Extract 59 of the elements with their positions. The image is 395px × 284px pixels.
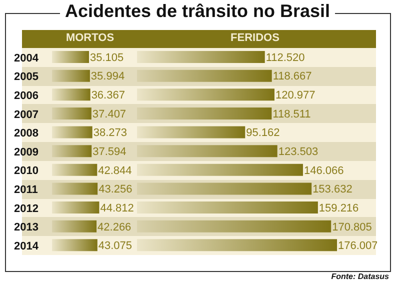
chart-subtitle: FERIDOS [230, 32, 280, 44]
bar [52, 51, 89, 63]
bar [52, 88, 90, 101]
data-label: 35.105 [90, 52, 124, 64]
data-label: 35.994 [90, 70, 125, 83]
y-tick-label: 2009 [14, 146, 38, 158]
data-label: 176.007 [338, 240, 378, 252]
chart-subtitle: MORTOS [64, 32, 116, 44]
y-tick-label: 2005 [14, 71, 38, 84]
data-label: 159.216 [318, 202, 359, 214]
bar [52, 239, 98, 252]
data-label: 36.367 [91, 90, 125, 102]
bar [52, 126, 92, 138]
data-label: 44.812 [100, 202, 134, 214]
y-tick-label: 2013 [14, 222, 38, 234]
y-tick-label: 2006 [14, 90, 38, 102]
bar [52, 107, 92, 120]
y-tick-label: 2004 [14, 52, 40, 64]
bar [52, 164, 98, 176]
data-label: 43.256 [98, 184, 132, 196]
bar [137, 107, 272, 120]
bar [137, 182, 312, 195]
source-note: Fonte: Datasus [331, 272, 389, 281]
bar [52, 70, 90, 82]
data-label: 170.805 [332, 221, 372, 234]
bar [137, 70, 272, 82]
text: Acidentes de trânsito no Brasil [60, 1, 336, 21]
bar [137, 145, 278, 158]
bar [137, 88, 274, 101]
data-label: 37.594 [92, 146, 126, 158]
data-label: 146.066 [304, 164, 344, 177]
data-label: 42.844 [98, 164, 132, 177]
data-label: 120.977 [275, 90, 316, 102]
bar [137, 239, 337, 252]
data-label: 42.266 [98, 221, 132, 234]
data-label: 118.667 [272, 70, 312, 83]
data-label: 112.520 [266, 52, 305, 64]
bar [137, 220, 332, 232]
y-tick-label: 2011 [14, 184, 38, 196]
bar [52, 182, 98, 195]
data-label: 123.503 [278, 146, 318, 158]
data-label: 118.511 [272, 108, 311, 120]
bar [137, 164, 303, 176]
bar [52, 202, 100, 214]
data-label: 38.273 [93, 127, 127, 140]
data-label: 37.407 [92, 108, 126, 120]
bar [137, 202, 318, 214]
data-label: 153.632 [312, 184, 352, 196]
bar [137, 126, 246, 138]
data-label: 95.162 [246, 127, 280, 140]
y-tick-label: 2014 [14, 240, 40, 252]
y-tick-label: 2007 [14, 108, 38, 121]
y-tick-label: 2008 [14, 128, 38, 140]
bar [137, 51, 265, 63]
bar [52, 145, 92, 158]
y-tick-label: 2012 [14, 202, 38, 215]
y-tick-label: 2010 [14, 165, 38, 178]
bar [52, 220, 97, 232]
data-label: 43.075 [98, 240, 132, 252]
